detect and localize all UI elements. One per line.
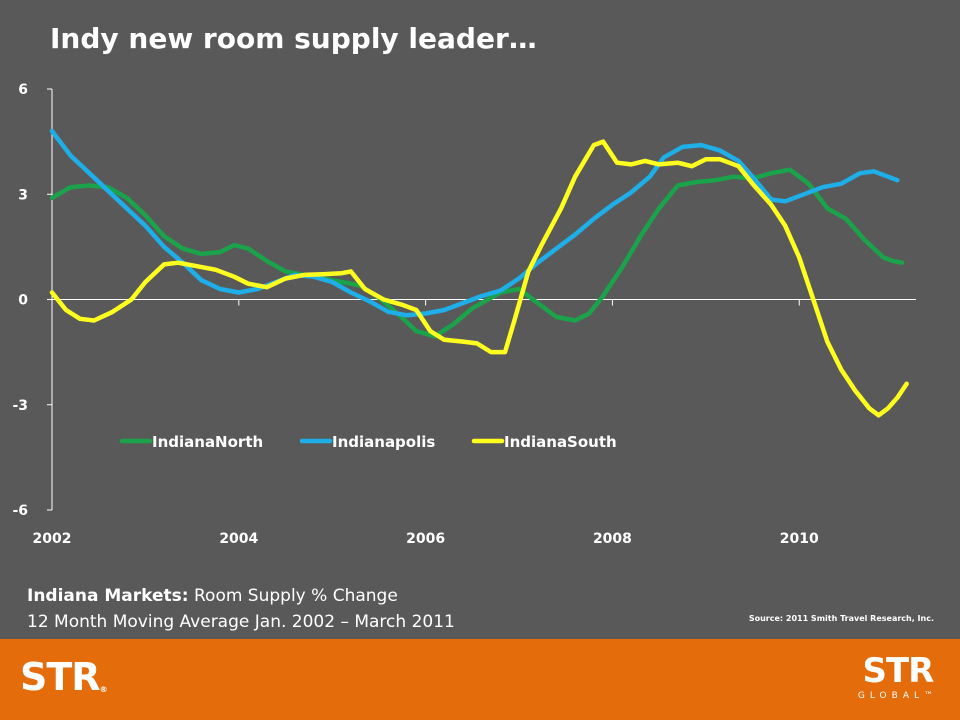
line-chart: 6 3 0 -3 -6 2002 2004 2006 2008 2010 IndianaNorth…: [12, 82, 916, 547]
chart-series: [49, 128, 909, 418]
source-note: Source: 2011 Smith Travel Research, Inc.: [748, 614, 934, 623]
legend-label-indiananorth: IndianaNorth: [152, 433, 263, 451]
chart-legend: IndianaNorth Indianapolis IndianaSouth: [119, 433, 617, 451]
footer-bar: STR® STR GLOBAL™: [0, 639, 960, 720]
page-title: Indy new room supply leader…: [50, 22, 537, 55]
x-tick-label: 2010: [780, 531, 819, 547]
str-global-tm: ™: [924, 691, 938, 701]
y-tick-label: -3: [12, 398, 28, 414]
y-tick-label: 0: [18, 293, 28, 309]
str-global-logo: STR GLOBAL™: [858, 653, 938, 701]
y-tick-label: -6: [12, 503, 28, 519]
str-logo-text: STR: [20, 655, 101, 699]
series-line-indiananorth: [49, 167, 905, 339]
series-line-indianasouth: [49, 139, 909, 418]
str-logo: STR®: [20, 655, 108, 699]
x-tick-label: 2004: [219, 531, 258, 547]
y-tick-label: 6: [18, 82, 28, 98]
str-global-sub: GLOBAL: [857, 691, 924, 701]
legend-label-indianapolis: Indianapolis: [332, 433, 435, 451]
chart-subtitle: Indiana Markets: Room Supply % Change 12…: [27, 583, 455, 635]
series-line-indianapolis: [49, 128, 900, 318]
x-tick-label: 2006: [406, 531, 445, 547]
subtitle-line2: 12 Month Moving Average Jan. 2002 – Marc…: [27, 612, 455, 632]
str-registered-mark: ®: [99, 685, 108, 694]
subtitle-rest: Room Supply % Change: [188, 586, 398, 606]
legend-label-indianasouth: IndianaSouth: [504, 433, 617, 451]
x-tick-label: 2008: [593, 531, 632, 547]
subtitle-bold: Indiana Markets:: [27, 586, 189, 606]
str-global-logo-text: STR: [862, 651, 935, 691]
y-tick-label: 3: [18, 187, 28, 203]
x-tick-label: 2002: [33, 531, 72, 547]
